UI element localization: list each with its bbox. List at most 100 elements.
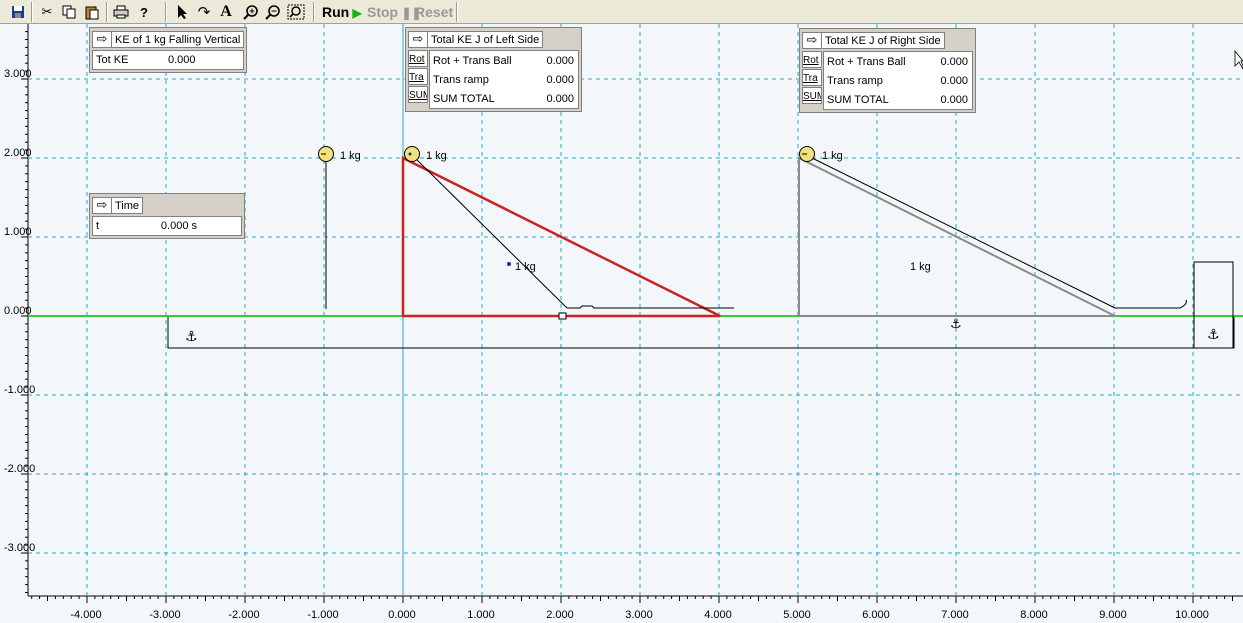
zoom-out-icon [264, 4, 280, 20]
x-tick-label: 4.000 [704, 609, 732, 621]
x-tick-label: 2.000 [546, 609, 574, 621]
zoom-fit-icon [287, 4, 305, 20]
anchor-icon: ⚓ [1207, 327, 1220, 343]
x-tick-label: 8.000 [1020, 609, 1048, 621]
meter-row-value: 0.000 [546, 55, 574, 67]
stop-label: Stop [367, 4, 399, 20]
x-tick-label: 1.000 [467, 609, 495, 621]
ramp-right-ball-path [807, 155, 1116, 309]
meter-title: KE of 1 kg Falling Vertical [112, 30, 245, 48]
anchor-icon: ⚓ [950, 317, 962, 332]
ramp-left-center-marker [507, 262, 511, 266]
cut-button[interactable]: ✂ [37, 3, 57, 21]
workspace-canvas[interactable]: -4.000 -3.000 -2.000 -1.000 0.000 1.000 2.000 3… [0, 24, 1243, 623]
y-tick-label: 2.000 [4, 147, 32, 159]
meter-row-value: 0.000 [940, 75, 968, 87]
meter-time[interactable]: ⇨ Time t 0.000 s [89, 193, 245, 239]
meter-title: Total KE J of Right Side [822, 31, 945, 49]
zoom-out-button[interactable] [262, 3, 282, 21]
meter-arrow-icon[interactable]: ⇨ [92, 30, 112, 48]
ball-right[interactable] [799, 146, 815, 162]
ramp-left-ball-path [412, 155, 568, 309]
x-tick-label: -2.000 [228, 609, 259, 621]
select-tool-button[interactable] [172, 3, 192, 21]
reset-button[interactable]: Reset [415, 4, 453, 20]
x-tick-label: -3.000 [149, 609, 180, 621]
x-tick-label: 7.000 [941, 609, 969, 621]
text-tool-icon: A [220, 3, 232, 20]
zoom-in-button[interactable] [240, 3, 260, 21]
ball-falling[interactable] [318, 146, 334, 162]
y-tick-label: -1.000 [4, 384, 35, 396]
meter-side-button[interactable]: SUM [408, 86, 428, 103]
stop-button[interactable]: Stop ❚❚ [367, 4, 422, 20]
zoom-fit-button[interactable] [285, 3, 307, 21]
meter-row-label: Trans ramp [433, 74, 489, 86]
meter-ke-right[interactable]: ⇨Total KE J of Right Side Rot Tra SUM Ro… [799, 28, 976, 113]
meter-row-value: 0.000 [940, 56, 968, 68]
print-button[interactable] [111, 3, 131, 21]
ball-left[interactable] [404, 146, 420, 162]
grid: -4.000 -3.000 -2.000 -1.000 0.000 1.000 2.000 3… [0, 24, 1243, 621]
text-tool-button[interactable]: A [216, 3, 236, 21]
copy-button[interactable] [59, 3, 79, 21]
meter-row-value: 0.000 s [160, 220, 197, 232]
y-tick-label: 1.000 [4, 226, 32, 238]
toolbar: ✂ ? ↷ A Run ▶ Stop ❚❚ Reset [0, 0, 1243, 24]
select-arrow-icon [178, 5, 187, 19]
meter-ke-falling[interactable]: ⇨ KE of 1 kg Falling Vertical Tot KE 0.000 [89, 27, 247, 73]
ball-right-mass-label: 1 kg [822, 150, 843, 162]
wall-block[interactable] [1193, 261, 1234, 349]
reset-label: Reset [415, 4, 454, 20]
run-button[interactable]: Run ▶ [322, 4, 362, 20]
paste-button[interactable] [82, 3, 102, 21]
ramp-right-mass-label: 1 kg [910, 261, 931, 273]
meter-side-button[interactable]: Rot [408, 50, 428, 67]
pivot-marker[interactable] [558, 312, 567, 320]
zoom-in-icon [242, 4, 258, 20]
meter-side-button[interactable]: Tra [408, 68, 428, 85]
ramp-right[interactable] [798, 156, 1116, 317]
meter-row-value: 0.000 [546, 93, 574, 105]
meter-row-label: SUM TOTAL [433, 93, 495, 105]
copy-icon [62, 5, 76, 19]
ramp-left[interactable] [401, 155, 721, 318]
meter-arrow-icon[interactable]: ⇨ [408, 30, 428, 48]
rotate-tool-button[interactable]: ↷ [194, 3, 214, 21]
y-tick-label: 3.000 [4, 68, 32, 80]
rotate-icon: ↷ [197, 4, 211, 21]
x-tick-label: 10.000 [1175, 609, 1209, 621]
cut-icon: ✂ [41, 4, 53, 19]
meter-row-label: SUM TOTAL [827, 94, 889, 106]
meter-row-value: 0.000 [546, 74, 574, 86]
ground-block[interactable] [167, 315, 1235, 349]
meter-side-button[interactable]: SUM [802, 87, 822, 104]
anchor-icon: ⚓ [185, 329, 198, 345]
ramp-left-mass-label: 1 kg [515, 261, 536, 273]
meter-row-label: Tot KE [96, 54, 129, 66]
x-tick-label: -1.000 [307, 609, 338, 621]
play-icon: ▶ [349, 6, 362, 20]
save-button[interactable] [8, 3, 28, 21]
meter-side-button[interactable]: Rot [802, 51, 822, 68]
print-icon [113, 5, 129, 19]
mouse-cursor-icon [1234, 49, 1243, 70]
meter-row-label: Rot + Trans Ball [827, 56, 906, 68]
x-tick-label: 5.000 [783, 609, 811, 621]
save-icon [12, 6, 24, 18]
help-icon: ? [140, 4, 148, 20]
paste-icon [85, 6, 99, 19]
meter-side-button[interactable]: Tra [802, 69, 822, 86]
meter-title: Total KE J of Left Side [428, 30, 544, 48]
y-tick-label: -2.000 [4, 463, 35, 475]
meter-arrow-icon[interactable]: ⇨ [802, 31, 822, 49]
meter-row-value: 0.000 [940, 94, 968, 106]
help-button[interactable]: ? [134, 3, 154, 21]
meter-row-value: 0.000 [168, 54, 196, 66]
ball-left-mass-label: 1 kg [426, 150, 447, 162]
meter-ke-left[interactable]: ⇨Total KE J of Left Side Rot Tra SUM Rot… [405, 27, 582, 112]
meter-title: Time [112, 196, 144, 214]
pause-icon: ❚❚ [398, 6, 422, 20]
ramp-left-runout [567, 305, 734, 309]
meter-arrow-icon[interactable]: ⇨ [92, 196, 112, 214]
